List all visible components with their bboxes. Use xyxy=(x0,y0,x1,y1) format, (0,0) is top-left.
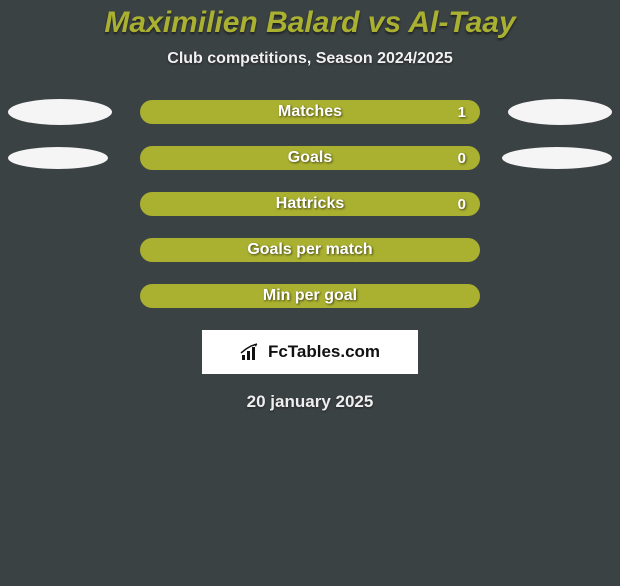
brand-box: FcTables.com xyxy=(202,330,418,374)
stat-label: Hattricks xyxy=(276,195,344,213)
player-avatar-right xyxy=(508,99,612,125)
stat-pill: Min per goal xyxy=(140,284,480,308)
stat-label: Goals xyxy=(288,149,332,167)
player-avatar-left xyxy=(8,99,112,125)
stat-pill: Goals per match xyxy=(140,238,480,262)
player-avatar-right xyxy=(502,147,612,169)
player-avatar-left xyxy=(8,147,108,169)
stat-label: Min per goal xyxy=(263,287,357,305)
stat-label: Goals per match xyxy=(247,241,372,259)
stat-value: 0 xyxy=(458,150,466,167)
stat-rows: Matches 1 Goals 0 Hattricks 0 Goals per match M… xyxy=(0,100,620,308)
stat-row: Min per goal xyxy=(0,284,620,308)
stat-label: Matches xyxy=(278,103,342,121)
stat-row: Goals per match xyxy=(0,238,620,262)
stat-value: 1 xyxy=(458,104,466,121)
comparison-subtitle: Club competitions, Season 2024/2025 xyxy=(0,50,620,68)
comparison-title: Maximilien Balard vs Al-Taay xyxy=(0,6,620,40)
stat-row: Matches 1 xyxy=(0,100,620,124)
stat-pill: Matches 1 xyxy=(140,100,480,124)
stat-row: Goals 0 xyxy=(0,146,620,170)
stat-pill: Goals 0 xyxy=(140,146,480,170)
stat-row: Hattricks 0 xyxy=(0,192,620,216)
stat-value: 0 xyxy=(458,196,466,213)
brand-label: FcTables.com xyxy=(268,342,380,362)
snapshot-date: 20 january 2025 xyxy=(0,392,620,412)
stat-pill: Hattricks 0 xyxy=(140,192,480,216)
bar-chart-icon xyxy=(240,343,262,361)
